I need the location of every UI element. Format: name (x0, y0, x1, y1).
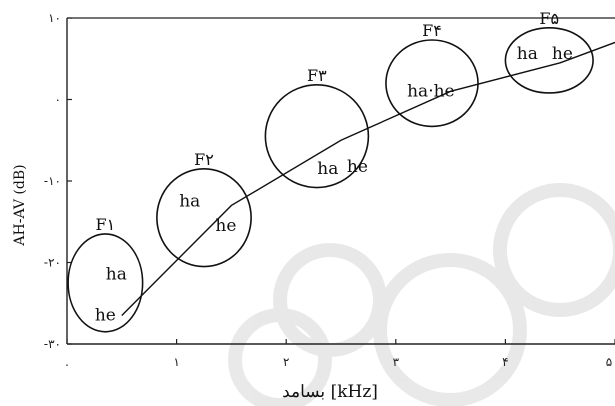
x-tick-label: ۲ (283, 355, 289, 369)
watermark-pattern (228, 183, 615, 406)
x-tick-label: ۱ (173, 355, 179, 369)
x-tick-label: . (65, 355, 69, 369)
y-tick-label: -۳۰ (44, 337, 61, 351)
x-tick-label: ۵ (606, 355, 612, 369)
y-tick-label: ۱۰ (48, 11, 61, 25)
data-point-label: he (347, 157, 368, 177)
y-tick-label: ۰ (55, 93, 61, 107)
formant-ellipse (67, 233, 144, 333)
formant-label: F۳ (307, 66, 327, 85)
y-axis-label: AH-AV (dB) (12, 164, 28, 246)
y-tick-label: -۱۰ (44, 174, 61, 188)
x-tick-label: ۴ (502, 355, 508, 369)
x-axis-label: بسامد [kHz] (282, 382, 378, 402)
formant-ellipse (385, 39, 479, 128)
data-point-label: ha (106, 265, 127, 285)
data-point-label: ha (179, 191, 200, 211)
data-point-label: he (215, 216, 236, 236)
formant-label: F۴ (422, 21, 442, 40)
trend-line (121, 41, 615, 316)
data-point-label: he (95, 305, 116, 325)
formant-label: F۵ (539, 9, 559, 28)
data-point-label: ha (517, 44, 538, 64)
formant-ellipse (264, 84, 370, 189)
formant-label: F۲ (194, 150, 214, 169)
data-point-label: ha·he (407, 81, 455, 101)
x-tick-label: ۳ (393, 355, 400, 369)
formant-ellipse (156, 167, 252, 268)
data-point-label: he (552, 44, 573, 64)
data-point-label: ha (317, 159, 338, 179)
formant-ellipse (504, 26, 594, 94)
y-tick-label: -۲۰ (44, 256, 61, 270)
formant-label: F۱ (96, 215, 116, 234)
